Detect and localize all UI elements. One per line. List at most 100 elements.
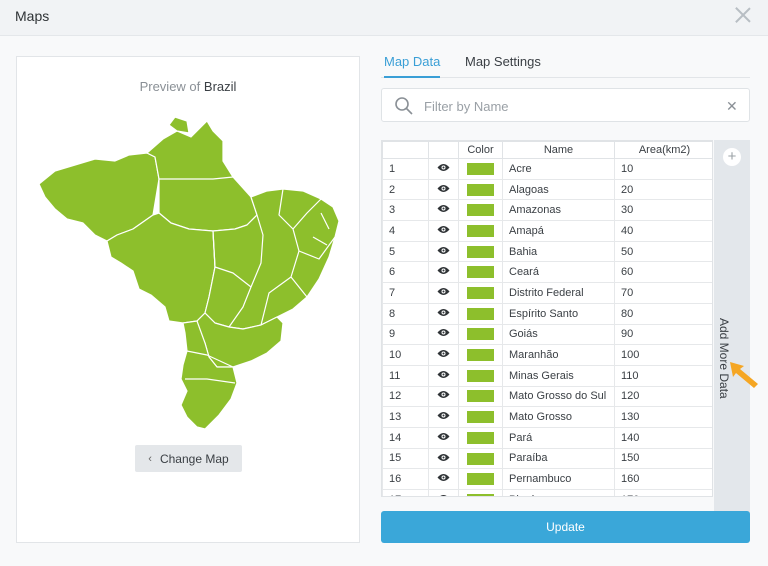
table-row[interactable]: 1 Acre 10: [382, 158, 712, 180]
color-cell[interactable]: [458, 302, 503, 325]
visibility-toggle[interactable]: [428, 323, 459, 346]
visibility-toggle[interactable]: [428, 261, 459, 284]
visibility-toggle[interactable]: [428, 302, 459, 325]
table-row[interactable]: 10 Maranhão 100: [382, 344, 712, 366]
area-value-cell[interactable]: 150: [614, 447, 712, 470]
visibility-toggle[interactable]: [428, 199, 459, 222]
color-cell[interactable]: [458, 178, 503, 201]
area-value-cell[interactable]: 90: [614, 323, 712, 346]
visibility-toggle[interactable]: [428, 489, 459, 496]
area-value-cell[interactable]: 170: [614, 489, 712, 496]
filter-input[interactable]: [424, 96, 714, 116]
color-cell[interactable]: [458, 406, 503, 428]
eye-icon: [437, 225, 450, 237]
color-cell[interactable]: [458, 220, 503, 242]
table-row[interactable]: 8 Espírito Santo 80: [382, 302, 712, 325]
table-row[interactable]: 6 Ceará 60: [382, 261, 712, 284]
color-cell[interactable]: [458, 468, 503, 490]
region-name-cell[interactable]: Paraíba: [502, 447, 615, 470]
close-icon[interactable]: [733, 5, 753, 25]
table-row[interactable]: 9 Goiás 90: [382, 323, 712, 346]
tab-map-data[interactable]: Map Data: [384, 54, 441, 78]
color-cell[interactable]: [458, 344, 503, 366]
visibility-toggle[interactable]: [428, 406, 459, 428]
area-value-cell[interactable]: 110: [614, 364, 712, 387]
area-value-cell[interactable]: 10: [614, 158, 712, 180]
visibility-toggle[interactable]: [428, 158, 459, 180]
region-name-cell[interactable]: Mato Grosso: [502, 406, 615, 428]
color-cell[interactable]: [458, 489, 503, 496]
region-name-cell[interactable]: Pará: [502, 426, 615, 449]
region-name-cell[interactable]: Alagoas: [502, 178, 615, 201]
area-value-cell[interactable]: 160: [614, 468, 712, 490]
area-value-cell[interactable]: 100: [614, 344, 712, 366]
visibility-toggle[interactable]: [428, 364, 459, 387]
table-row[interactable]: 4 Amapá 40: [382, 220, 712, 242]
table-row[interactable]: 7 Distrito Federal 70: [382, 282, 712, 304]
table-row[interactable]: 3 Amazonas 30: [382, 199, 712, 222]
color-cell[interactable]: [458, 323, 503, 346]
visibility-toggle[interactable]: [428, 426, 459, 449]
area-value-cell[interactable]: 120: [614, 385, 712, 408]
region-name-cell[interactable]: Maranhão: [502, 344, 615, 366]
color-cell[interactable]: [458, 261, 503, 284]
clear-search-icon[interactable]: ✕: [726, 98, 738, 114]
visibility-toggle[interactable]: [428, 178, 459, 201]
area-value-cell[interactable]: 130: [614, 406, 712, 428]
visibility-toggle[interactable]: [428, 240, 459, 263]
col-header-index: [382, 141, 429, 159]
area-value-cell[interactable]: 50: [614, 240, 712, 263]
visibility-toggle[interactable]: [428, 282, 459, 304]
change-map-button[interactable]: ‹ Change Map: [135, 445, 242, 472]
table-row[interactable]: 17 Piauí170: [382, 489, 712, 496]
table-row[interactable]: 2 Alagoas 20: [382, 178, 712, 201]
visibility-toggle[interactable]: [428, 468, 459, 490]
color-cell[interactable]: [458, 364, 503, 387]
region-name-cell[interactable]: Amazonas: [502, 199, 615, 222]
region-name-cell[interactable]: Espírito Santo: [502, 302, 615, 325]
update-button[interactable]: Update: [381, 511, 750, 543]
table-row[interactable]: 15 Paraíba 150: [382, 447, 712, 470]
visibility-toggle[interactable]: [428, 385, 459, 408]
table-row[interactable]: 16 Pernambuco 160: [382, 468, 712, 490]
map-divider-g: [260, 276, 292, 326]
color-cell[interactable]: [458, 158, 503, 180]
region-name-cell[interactable]: Minas Gerais: [502, 364, 615, 387]
table-row[interactable]: 14 Pará 140: [382, 426, 712, 449]
table-row[interactable]: 11 Minas Gerais 110: [382, 364, 712, 387]
area-value-cell[interactable]: 60: [614, 261, 712, 284]
tab-map-settings[interactable]: Map Settings: [465, 54, 541, 69]
table-row[interactable]: 13 Mato Grosso 130: [382, 406, 712, 428]
color-cell[interactable]: [458, 282, 503, 304]
color-cell[interactable]: [458, 199, 503, 222]
visibility-toggle[interactable]: [428, 220, 459, 242]
area-value-cell[interactable]: 80: [614, 302, 712, 325]
color-cell[interactable]: [458, 426, 503, 449]
map-divider-j: [185, 378, 236, 384]
region-name-cell[interactable]: Mato Grosso do Sul: [502, 385, 615, 408]
region-name-cell[interactable]: Bahia: [502, 240, 615, 263]
eye-icon: [437, 308, 450, 320]
region-name-cell[interactable]: Distrito Federal: [502, 282, 615, 304]
eye-icon: [437, 432, 450, 444]
visibility-toggle[interactable]: [428, 447, 459, 470]
area-value-cell[interactable]: 20: [614, 178, 712, 201]
area-value-cell[interactable]: 70: [614, 282, 712, 304]
row-index: 2: [382, 178, 429, 201]
table-row[interactable]: 12 Mato Grosso do Sul 120: [382, 385, 712, 408]
region-name-cell[interactable]: Ceará: [502, 261, 615, 284]
visibility-toggle[interactable]: [428, 344, 459, 366]
table-row[interactable]: 5 Bahia 50: [382, 240, 712, 263]
color-cell[interactable]: [458, 385, 503, 408]
add-more-data-button[interactable]: + Add More Data: [714, 140, 750, 533]
region-name-cell[interactable]: Amapá: [502, 220, 615, 242]
color-cell[interactable]: [458, 447, 503, 470]
area-value-cell[interactable]: 30: [614, 199, 712, 222]
region-name-cell[interactable]: Acre: [502, 158, 615, 180]
region-name-cell[interactable]: Piauí: [502, 489, 615, 496]
area-value-cell[interactable]: 40: [614, 220, 712, 242]
region-name-cell[interactable]: Goiás: [502, 323, 615, 346]
color-cell[interactable]: [458, 240, 503, 263]
region-name-cell[interactable]: Pernambuco: [502, 468, 615, 490]
area-value-cell[interactable]: 140: [614, 426, 712, 449]
